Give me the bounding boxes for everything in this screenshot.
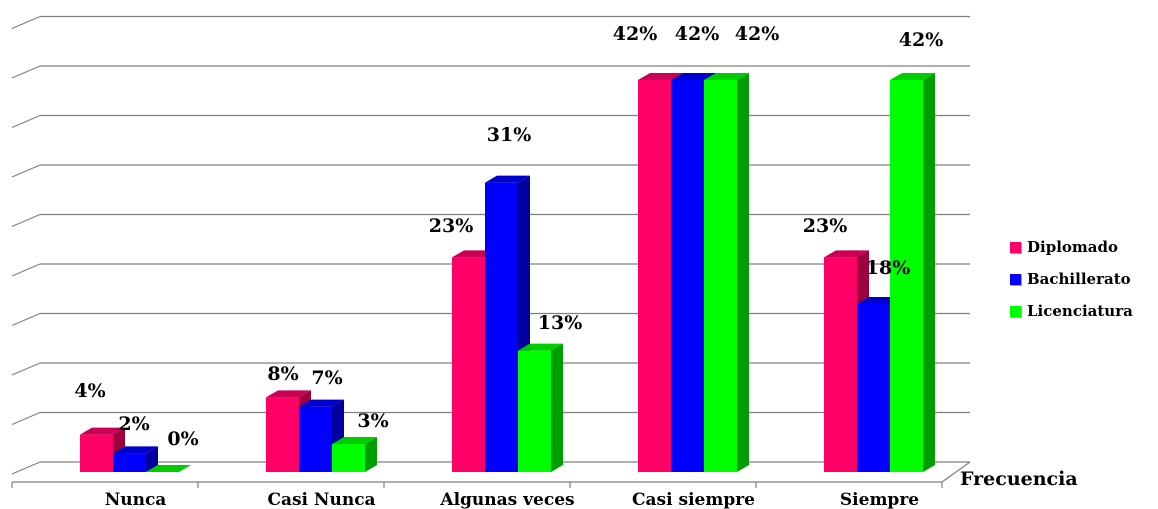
data-label: 2%	[118, 413, 149, 435]
data-label: 0%	[167, 428, 198, 450]
category-label: Siempre	[840, 490, 919, 509]
bar-front	[332, 444, 365, 472]
bar-side	[551, 343, 563, 472]
bar-front	[299, 406, 332, 472]
legend-swatch-bachillerato	[1010, 273, 1021, 285]
gridline-side	[11, 65, 41, 79]
bar-top	[332, 437, 377, 444]
bar-front	[890, 80, 923, 472]
bar-top	[638, 73, 683, 80]
data-label: 4%	[74, 380, 105, 402]
gridline-side	[11, 312, 41, 327]
legend-label: Bachillerato	[1027, 270, 1131, 288]
bar-front	[518, 350, 551, 472]
data-label: 42%	[675, 23, 720, 45]
bar-top	[80, 427, 125, 435]
bar-licenciatura	[332, 437, 377, 472]
bar-front	[485, 182, 518, 472]
data-label: 8%	[267, 363, 298, 385]
bar-front	[638, 80, 671, 472]
bar-side	[923, 73, 935, 472]
legend-label: Diplomado	[1027, 238, 1118, 256]
category-label: Nunca	[105, 490, 167, 509]
data-label: 23%	[429, 215, 474, 237]
category-label: Casi siempre	[632, 490, 755, 509]
bar-front	[452, 257, 485, 472]
bar-licenciatura	[890, 73, 935, 472]
bar-top	[485, 175, 530, 183]
bar-top	[266, 390, 311, 398]
data-label: 31%	[487, 124, 532, 146]
category-labels: Nunca Casi Nunca Algunas veces Casi siempre…	[105, 490, 920, 509]
gridline-side	[11, 15, 41, 30]
legend-swatch-licenciatura	[1010, 305, 1021, 317]
bar-bachillerato	[113, 446, 158, 472]
bar-licenciatura	[146, 465, 191, 472]
bar-top	[890, 73, 935, 80]
bar-top	[704, 73, 749, 80]
bar-top	[146, 465, 191, 472]
bars	[80, 73, 935, 472]
bar-front	[266, 397, 299, 472]
gridline-side	[11, 411, 41, 426]
legend-swatch-diplomado	[1010, 241, 1021, 253]
gridline-side	[11, 114, 41, 129]
legend-item-bachillerato: Bachillerato	[1010, 263, 1133, 295]
gridline-side	[11, 263, 41, 277]
gridline-side	[11, 213, 41, 228]
data-label: 18%	[866, 257, 911, 279]
bar-licenciatura	[518, 343, 563, 472]
legend-label: Licenciatura	[1027, 302, 1133, 320]
data-label: 42%	[613, 23, 658, 45]
gridline-side	[11, 164, 41, 178]
bar-side	[146, 446, 158, 472]
bar-front	[857, 304, 890, 472]
data-label: 13%	[538, 312, 583, 334]
bar-front	[671, 80, 704, 472]
bar-licenciatura	[704, 73, 749, 472]
bar-top	[113, 446, 158, 454]
gridline-side	[11, 461, 41, 475]
data-label: 42%	[735, 23, 780, 45]
bar-front	[113, 453, 146, 472]
floor-edge	[941, 461, 971, 483]
bar-bachillerato	[485, 175, 530, 472]
data-labels: 4% 8% 23% 42% 23% 2% 7% 31% 42% 18% 0% 3% 13% 42% 42%	[74, 23, 943, 450]
data-label: 7%	[311, 367, 342, 389]
bar-top	[824, 250, 869, 258]
bar-front	[704, 80, 737, 472]
legend-item-licenciatura: Licenciatura	[1010, 295, 1133, 327]
bar-top	[518, 343, 563, 351]
bar-side	[365, 437, 377, 472]
bar-front	[824, 257, 857, 472]
data-label: 42%	[899, 29, 944, 51]
category-label: Algunas veces	[439, 490, 574, 509]
x-axis-title: Frecuencia	[960, 468, 1078, 490]
data-label: 23%	[803, 215, 848, 237]
data-label: 3%	[357, 410, 388, 432]
gridline-side	[11, 362, 41, 376]
bar-front	[80, 434, 113, 472]
legend-item-diplomado: Diplomado	[1010, 231, 1133, 263]
category-label: Casi Nunca	[267, 490, 375, 509]
legend: Diplomado Bachillerato Licenciatura	[1010, 231, 1133, 327]
bar-top	[671, 73, 716, 80]
bar-top	[299, 399, 344, 407]
bar-side	[737, 73, 749, 472]
